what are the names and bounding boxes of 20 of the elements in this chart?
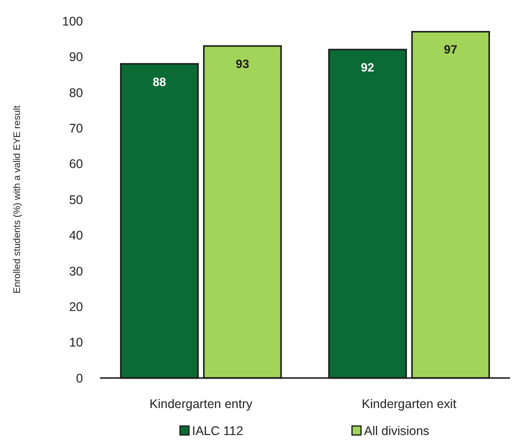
data-label: 93	[236, 56, 250, 71]
legend-label: All divisions	[364, 424, 430, 438]
y-tick-label: 100	[62, 14, 84, 28]
legend-label: IALC 112	[192, 424, 244, 438]
y-tick-label: 30	[69, 264, 84, 278]
y-tick-label: 80	[69, 86, 84, 100]
y-tick-label: 20	[69, 300, 84, 314]
y-tick-label: 90	[69, 50, 84, 64]
data-label: 88	[152, 74, 166, 89]
data-label: 92	[360, 60, 375, 75]
x-tick-label: Kindergarten exit	[362, 397, 457, 411]
y-tick-label: 50	[69, 192, 84, 207]
x-tick-label: Kindergarten entry	[150, 397, 254, 411]
y-tick-label: 40	[69, 228, 84, 243]
data-label: 97	[444, 42, 458, 57]
y-tick-label: 60	[69, 157, 84, 172]
y-tick-label: 10	[69, 336, 84, 350]
y-axis-title: Enrolled students (%) with a valid EYE result	[12, 105, 23, 294]
y-tick-label: 0	[76, 371, 84, 386]
y-tick-label: 70	[69, 121, 84, 136]
